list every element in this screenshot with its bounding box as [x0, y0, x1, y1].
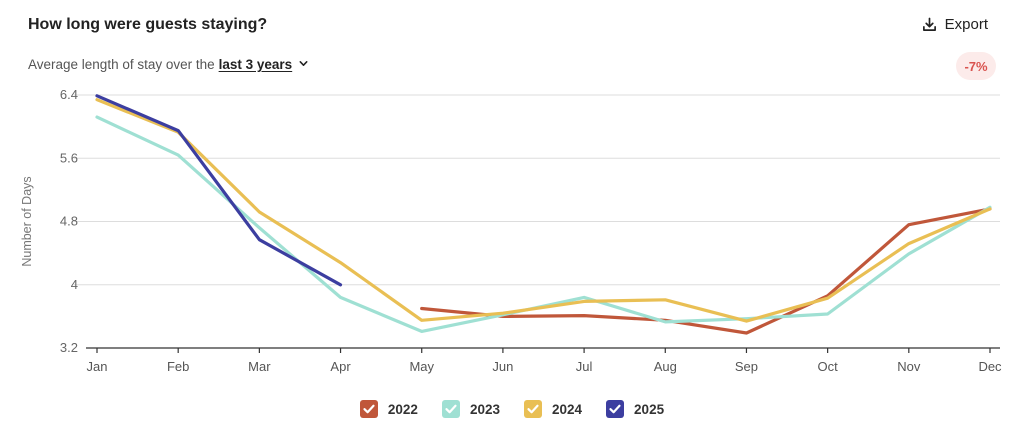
legend-label: 2023 [469, 401, 500, 417]
x-tick-label: Mar [248, 359, 271, 374]
checkbox-checked-icon [441, 400, 460, 418]
download-icon [922, 17, 937, 32]
subtitle-prefix: Average length of stay over the [28, 57, 215, 72]
chart-title: How long were guests staying? [28, 16, 268, 33]
legend-item-2022[interactable]: 2022 [359, 400, 418, 418]
series-line-2022 [420, 207, 992, 335]
x-tick-label: Apr [330, 359, 351, 374]
export-button[interactable]: Export [922, 16, 988, 33]
x-tick-label: Nov [897, 359, 921, 374]
y-tick-label: 4 [71, 277, 78, 292]
y-tick-label: 6.4 [60, 87, 78, 102]
time-range-dropdown[interactable]: last 3 years [219, 57, 310, 72]
series-line-2024 [95, 98, 992, 323]
legend-label: 2025 [634, 401, 665, 417]
x-tick-label: Oct [818, 359, 839, 374]
checkbox-checked-icon [606, 400, 625, 418]
y-axis-title: Number of Days [20, 176, 34, 266]
x-tick-label: Dec [978, 359, 1002, 374]
x-tick-label: May [409, 359, 434, 374]
chart-legend: 2022 2023 2024 2025 [0, 400, 1024, 418]
checkbox-checked-icon [524, 400, 542, 418]
series-line-2025 [95, 94, 343, 287]
time-range-label: last 3 years [218, 57, 293, 72]
x-tick-label: Sep [735, 359, 758, 374]
legend-label: 2022 [387, 401, 418, 417]
legend-item-2024[interactable]: 2024 [524, 400, 582, 418]
y-tick-label: 4.8 [60, 214, 78, 229]
change-badge: -7% [956, 52, 996, 80]
series-line-2023 [95, 115, 992, 333]
x-tick-label: Jan [87, 359, 108, 374]
x-tick-label: Jun [492, 359, 513, 374]
x-tick-label: Jul [576, 359, 593, 374]
chevron-down-icon [298, 57, 309, 72]
checkbox-checked-icon [359, 400, 378, 418]
export-label: Export [944, 16, 988, 33]
y-tick-label: 5.6 [60, 150, 78, 165]
legend-item-2025[interactable]: 2025 [606, 400, 664, 418]
legend-item-2023[interactable]: 2023 [441, 400, 500, 418]
chart-subtitle: Average length of stay over the last 3 y… [28, 57, 309, 72]
x-tick-label: Feb [167, 359, 189, 374]
legend-label: 2024 [552, 401, 583, 417]
x-tick-label: Aug [654, 359, 677, 374]
y-tick-label: 3.2 [60, 340, 78, 355]
